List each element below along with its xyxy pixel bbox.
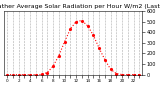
Title: Milwaukee Weather Average Solar Radiation per Hour W/m2 (Last 24 Hours): Milwaukee Weather Average Solar Radiatio… (0, 4, 160, 9)
